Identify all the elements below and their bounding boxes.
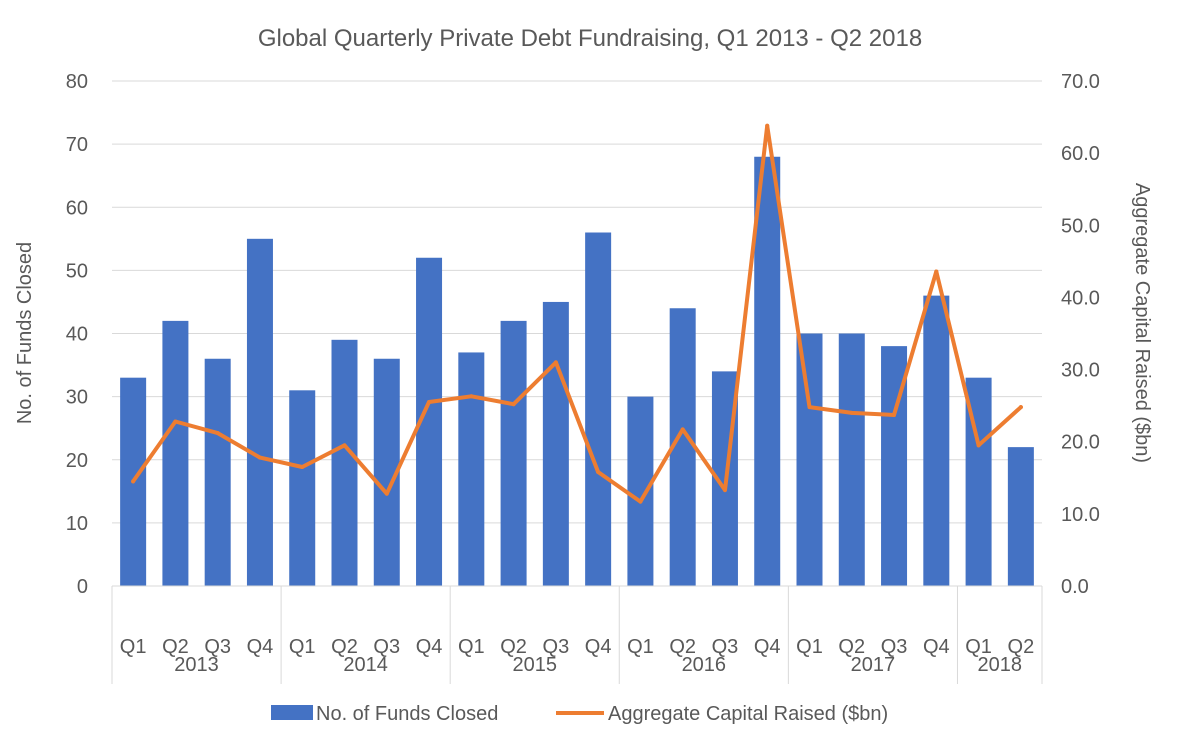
bar [246, 238, 273, 586]
line-point [680, 427, 685, 432]
bar [162, 320, 189, 586]
chart-title: Global Quarterly Private Debt Fundraisin… [258, 25, 922, 52]
x-tick-label: Q1 [289, 636, 316, 658]
y-tick-label: 50 [66, 260, 88, 282]
line-point [934, 269, 939, 274]
x-axis: Q1 Q2 Q3 Q4 Q1 Q2 Q3 Q4 Q1 Q2 Q3 Q4 Q1 Q2 Q3 Q4 Q1 Q2 Q3 Q4… [111, 585, 1043, 684]
x-tick-label: Q3 [543, 636, 570, 658]
x-group-label: 2015 [512, 654, 557, 676]
line-point [638, 499, 643, 504]
x-tick-label: Q4 [754, 636, 781, 658]
x-tick-label: Q2 [500, 636, 527, 658]
bar [542, 301, 569, 586]
series-line [131, 123, 1023, 504]
x-tick-label: Q4 [585, 636, 612, 658]
x-group-label: 2018 [977, 654, 1022, 676]
line-series [131, 123, 1023, 504]
x-tick-label: Q1 [627, 636, 654, 658]
line-point [976, 443, 981, 448]
legend-label-funds: No. of Funds Closed [316, 703, 498, 725]
x-tick-label: Q2 [838, 636, 865, 658]
bar [500, 320, 527, 586]
y2-tick-label: 70.0 [1061, 71, 1100, 93]
x-tick-label: Q1 [796, 636, 823, 658]
y2-tick-label: 20.0 [1061, 432, 1100, 454]
line-point [469, 394, 474, 399]
line-point [1018, 405, 1023, 410]
y-axis-title: No. of Funds Closed [14, 242, 36, 424]
x-tick-label: Q2 [1008, 636, 1035, 658]
line-point [596, 470, 601, 475]
x-tick-label: Q2 [331, 636, 358, 658]
x-tick-label: Q4 [247, 636, 274, 658]
bar-series [120, 156, 1034, 586]
x-tick-label: Q1 [965, 636, 992, 658]
y-tick-label: 70 [66, 134, 88, 156]
x-tick-label: Q3 [373, 636, 400, 658]
bar [204, 358, 231, 586]
y-tick-label: 20 [66, 450, 88, 472]
bar [754, 156, 781, 586]
line-point [300, 464, 305, 469]
x-tick-label: Q4 [923, 636, 950, 658]
bar [289, 390, 316, 586]
line-point [722, 488, 727, 493]
bar [627, 396, 654, 586]
legend-label-capital: Aggregate Capital Raised ($bn) [608, 703, 888, 725]
line-point [215, 431, 220, 436]
bar [585, 232, 612, 586]
line-point [765, 123, 770, 128]
line-point [849, 410, 854, 415]
y-axis-ticks: 0 10 20 30 40 50 60 70 80 [66, 71, 88, 598]
line-point [807, 405, 812, 410]
x-tick-label: Q3 [712, 636, 739, 658]
x-tick-label: Q4 [416, 636, 443, 658]
x-group-label: 2017 [851, 654, 896, 676]
y2-tick-label: 50.0 [1061, 215, 1100, 237]
y2-tick-label: 10.0 [1061, 504, 1100, 526]
bar [1007, 447, 1034, 586]
line-point [173, 419, 178, 424]
line-point [384, 491, 389, 496]
line-point [511, 402, 516, 407]
y-tick-label: 60 [66, 197, 88, 219]
x-tick-label: Q1 [458, 636, 485, 658]
y2-tick-label: 40.0 [1061, 287, 1100, 309]
bar [923, 295, 950, 586]
y-tick-label: 10 [66, 513, 88, 535]
bar [838, 333, 865, 586]
legend-swatch-funds [271, 705, 313, 720]
x-tick-label: Q1 [120, 636, 147, 658]
y2-axis-title: Aggregate Capital Raised ($bn) [1131, 183, 1153, 463]
y2-axis-ticks: 0.0 10.0 20.0 30.0 40.0 50.0 60.0 70.0 [1061, 71, 1100, 598]
y-tick-label: 30 [66, 387, 88, 409]
legend: No. of Funds Closed Aggregate Capital Ra… [271, 703, 888, 725]
x-group-label: 2016 [682, 654, 727, 676]
line-point [427, 400, 432, 405]
line-point [892, 413, 897, 418]
bar [331, 339, 358, 586]
y-tick-label: 0 [77, 576, 88, 598]
x-tick-label: Q3 [881, 636, 908, 658]
x-tick-label: Q2 [162, 636, 189, 658]
bar [796, 333, 823, 586]
line-point [553, 360, 558, 365]
line-point [342, 443, 347, 448]
y-tick-label: 40 [66, 324, 88, 346]
x-group-label: 2014 [343, 654, 388, 676]
y2-tick-label: 30.0 [1061, 360, 1100, 382]
x-group-label: 2013 [174, 654, 219, 676]
x-tick-label: Q2 [669, 636, 696, 658]
line-point [257, 455, 262, 460]
y-tick-label: 80 [66, 71, 88, 93]
y2-tick-label: 0.0 [1061, 576, 1089, 598]
y2-tick-label: 60.0 [1061, 143, 1100, 165]
bar [458, 352, 485, 586]
line-point [131, 479, 136, 484]
x-tick-label: Q3 [204, 636, 231, 658]
